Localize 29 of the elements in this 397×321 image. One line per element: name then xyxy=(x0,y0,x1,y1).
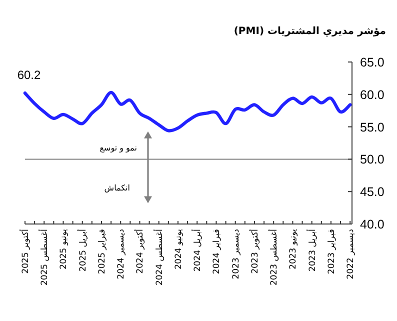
y-tick-label: 60.0 xyxy=(360,88,384,102)
y-tick-label: 55.0 xyxy=(360,120,384,134)
y-tick-label: 65.0 xyxy=(360,56,384,70)
x-tick-label: فبراير 2024 xyxy=(212,229,222,274)
x-tick-label: أغسطس 2023 xyxy=(268,229,280,286)
x-tick-label: يونيو 2024 xyxy=(174,228,184,270)
chart-title: مؤشر مديري المشتريات (PMI) xyxy=(234,26,386,37)
x-tick-label: أكتوبر 2025 xyxy=(19,229,31,274)
annotation: نمو و توسع xyxy=(100,144,137,153)
x-tick-label: ديسمبر 2023 xyxy=(231,228,242,280)
x-tick-label: أكتوبر 2023 xyxy=(248,229,260,274)
x-tick-label: أكتوبر 2024 xyxy=(134,229,146,274)
y-tick-label: 40.0 xyxy=(360,218,384,232)
x-tick-label: يونيو 2025 xyxy=(59,228,70,270)
y-tick-label: 45.0 xyxy=(360,185,384,200)
x-tick-label: أبريل 2024 xyxy=(191,229,204,272)
x-tick-label: فبراير 2025 xyxy=(97,229,108,274)
x-tick-label: فبراير 2023 xyxy=(326,229,337,274)
x-tick-label: ديسمبر 2024 xyxy=(116,228,127,280)
x-tick-label: ديسمبر 2022 xyxy=(346,228,356,280)
x-tick-label: أغسطس 2025 xyxy=(38,229,50,286)
line-series xyxy=(23,90,352,132)
x-tick-label: أبريل 2025 xyxy=(76,229,88,272)
x-tick-label: أبريل 2023 xyxy=(306,229,318,272)
y-tick-label: 50.0 xyxy=(360,152,384,167)
data-label: 60.2 xyxy=(17,68,41,82)
annotation: انكماش xyxy=(104,184,130,193)
x-tick-label: يونيو 2023 xyxy=(288,228,299,270)
x-tick-label: أغسطس 2024 xyxy=(152,229,165,286)
